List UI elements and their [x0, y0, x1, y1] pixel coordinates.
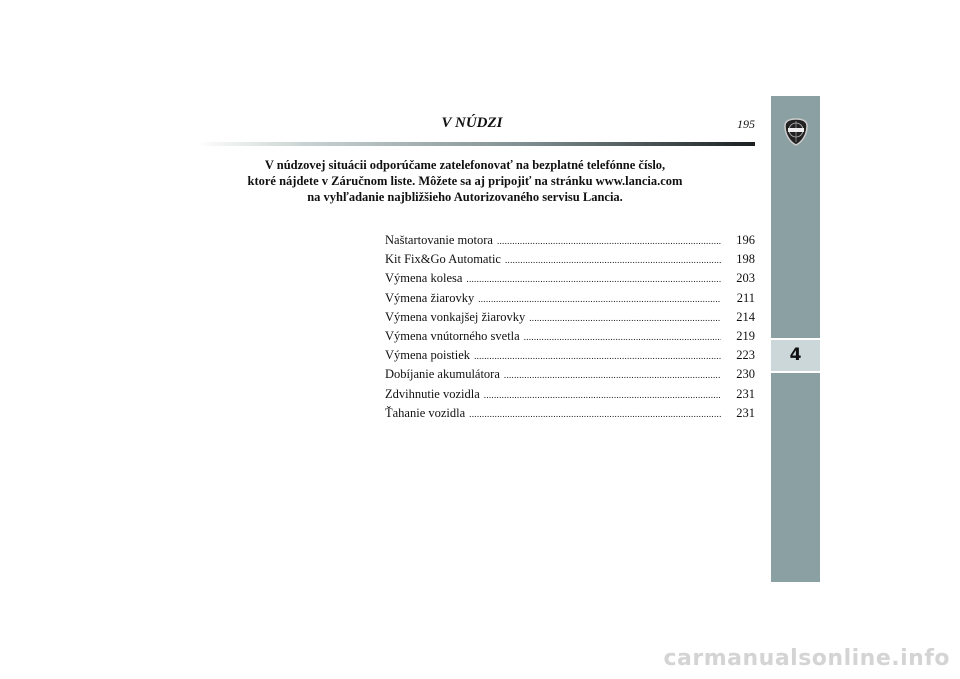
toc-label: Naštartovanie motora [385, 233, 493, 247]
header-divider [195, 142, 755, 146]
toc-leader: ........................................… [483, 389, 721, 400]
toc-label: Výmena vnútorného svetla [385, 328, 520, 343]
toc-page: 230 [736, 367, 755, 382]
toc-entry[interactable]: Dobíjanie akumulátora...................… [385, 367, 755, 386]
toc-page: 214 [736, 309, 755, 324]
toc-leader: ........................................… [529, 312, 721, 323]
toc-page: 198 [736, 252, 755, 267]
intro-line: ktoré nájdete v Záručnom liste. Môžete s… [247, 174, 683, 188]
toc-entry[interactable]: Výmena vonkajšej žiarovky...............… [385, 310, 755, 329]
toc-page: 223 [736, 348, 755, 363]
toc-entry[interactable]: Ťahanie vozidla.........................… [385, 406, 755, 425]
page-number: 195 [737, 117, 755, 131]
toc-page: 203 [736, 271, 755, 286]
toc-leader: ........................................… [503, 370, 721, 381]
toc-leader: ........................................… [496, 236, 721, 246]
watermark: carmanualsonline.info [663, 646, 950, 671]
toc-leader: ........................................… [469, 408, 721, 419]
toc-page: 219 [736, 328, 755, 343]
toc-entry[interactable]: Výmena kolesa...........................… [385, 271, 755, 290]
lancia-logo-icon [784, 118, 808, 151]
toc-leader: ........................................… [474, 351, 721, 362]
toc-label: Kit Fix&Go Automatic [385, 252, 501, 267]
toc-label: Výmena vonkajšej žiarovky [385, 309, 526, 324]
toc-entry[interactable]: Naštartovanie motora....................… [385, 233, 755, 252]
toc-page: 231 [736, 405, 755, 420]
section-title: V NÚDZI [441, 115, 503, 131]
toc-leader: ........................................… [504, 255, 721, 266]
toc-entry[interactable]: Kit Fix&Go Automatic....................… [385, 252, 755, 271]
toc-entry[interactable]: Výmena vnútorného svetla................… [385, 329, 755, 348]
toc-entry[interactable]: Výmena žiarovky.........................… [385, 291, 755, 310]
toc-label: Ťahanie vozidla [385, 405, 466, 420]
chapter-tab-4[interactable]: 4 [771, 338, 820, 373]
toc-label: Zdvihnutie vozidla [385, 386, 480, 401]
toc-page: 211 [736, 290, 755, 305]
toc-entry[interactable]: Výmena poistiek.........................… [385, 348, 755, 367]
toc-label: Výmena žiarovky [385, 290, 475, 305]
toc-leader: ........................................… [523, 331, 721, 342]
toc-entry[interactable]: Zdvihnutie vozidla......................… [385, 387, 755, 406]
toc-page: 196 [736, 233, 755, 247]
toc-leader: ........................................… [466, 274, 721, 285]
intro-text: V núdzovej situácii odporúčame zatelefon… [215, 157, 715, 205]
toc-page: 231 [736, 386, 755, 401]
table-of-contents: Naštartovanie motora....................… [385, 233, 755, 425]
toc-label: Výmena kolesa [385, 271, 463, 286]
toc-leader: ........................................… [478, 293, 721, 304]
intro-line: V núdzovej situácii odporúčame zatelefon… [264, 158, 666, 172]
intro-line: na vyhľadanie najbližšieho Autorizovanéh… [307, 190, 623, 204]
toc-label: Dobíjanie akumulátora [385, 367, 500, 382]
toc-label: Výmena poistiek [385, 348, 471, 363]
